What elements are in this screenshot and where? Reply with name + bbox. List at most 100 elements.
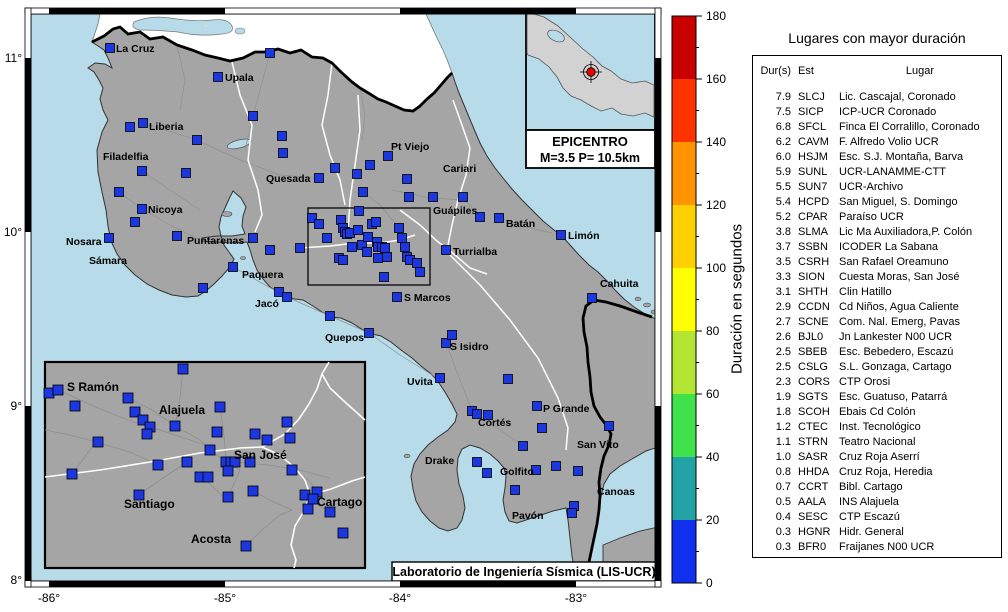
cell-station-code: HHDA	[798, 466, 830, 478]
credit-box: Laboratorio de Ingeniería Sísmica (LIS-U…	[391, 561, 657, 582]
station-marker	[222, 491, 234, 503]
header-place: Lugar	[905, 65, 935, 77]
station-marker	[302, 503, 314, 515]
station-marker	[129, 406, 141, 418]
table-row: 5.2 CPAR Paraíso UCR	[753, 210, 1001, 225]
city-label: Cariari	[443, 163, 476, 175]
cell-duration: 2.3	[775, 376, 791, 388]
station-marker	[105, 43, 115, 53]
station-marker	[122, 392, 134, 404]
cell-station-code: SCOH	[798, 406, 830, 418]
cell-place: Inst. Tecnológico	[839, 421, 921, 433]
lat-tick-label: 9°	[11, 399, 23, 413]
cell-station-code: CSRH	[798, 256, 830, 268]
colorbar-segment	[672, 205, 696, 268]
station-marker	[458, 192, 468, 202]
station-marker	[92, 436, 104, 448]
station-marker	[441, 338, 451, 348]
inset-region-rect	[307, 207, 431, 286]
station-marker	[137, 204, 147, 214]
table-row: 6.8 SFCL Finca El Corralillo, Coronado	[753, 120, 1001, 135]
epicenter-dot	[586, 67, 596, 77]
city-label: Limón	[568, 230, 600, 242]
station-marker	[365, 160, 375, 170]
epicenter-symbol	[580, 61, 602, 83]
cell-duration: 3.7	[775, 241, 791, 253]
cell-duration: 2.5	[775, 346, 791, 358]
station-marker	[137, 414, 149, 426]
colorbar: 0 20 40 60 80 100 120 140 160 180	[671, 9, 726, 590]
station-marker	[214, 401, 226, 413]
cell-duration: 5.4	[775, 196, 791, 208]
city-label: Santiago	[124, 497, 175, 511]
table-row: 2.7 SCNE Com. Nal. Emerg, Pavas	[753, 315, 1001, 330]
station-marker	[537, 423, 547, 433]
cell-duration: 3.5	[775, 256, 791, 268]
table-row: 7.9 SLCJ Lic. Cascajal, Coronado	[753, 90, 1001, 105]
station-marker	[314, 219, 324, 229]
valley-inset: S Ramón Alajuela San José Santiago Acosta Car…	[43, 360, 367, 570]
station-marker	[587, 293, 597, 303]
station-marker	[556, 230, 566, 240]
table-row: 2.5 CSLG S.L. Gonzaga, Cartago	[753, 360, 1001, 375]
station-marker	[357, 240, 367, 250]
station-marker	[247, 485, 259, 497]
station-marker	[181, 456, 193, 468]
station-marker	[518, 441, 528, 451]
cell-station-code: HCPD	[798, 196, 830, 208]
city-label: S Marcos	[404, 292, 451, 304]
station-marker	[211, 426, 223, 438]
station-marker	[400, 242, 410, 252]
cell-place: Clin Hatillo	[839, 286, 892, 298]
cell-duration: 1.9	[775, 391, 791, 403]
cell-duration: 3.8	[775, 226, 791, 238]
station-marker	[152, 459, 164, 471]
cell-duration: 0.3	[775, 526, 791, 538]
cell-place: San Miguel, S. Domingo	[839, 196, 958, 208]
city-label: Pt Viejo	[391, 141, 429, 153]
table-rows: 7.9 SLCJ Lic. Cascajal, Coronado 7.5 SICP ICP…	[753, 90, 1001, 555]
station-marker	[314, 173, 324, 183]
station-marker	[248, 111, 258, 121]
city-label: Sámara	[89, 255, 127, 267]
cell-place: CTP Orosi	[839, 376, 891, 388]
city-label: Turrialba	[453, 246, 497, 258]
city-label: Liberia	[149, 121, 184, 133]
cell-duration: 0.5	[775, 496, 791, 508]
table-row: 7.5 SICP ICP-UCR Coronado	[753, 105, 1001, 120]
epicentro-title: EPICENTRO	[552, 134, 628, 149]
cell-place: Jn Lankester N00 UCR	[839, 331, 953, 343]
colorbar-axis-label: Duración en segundos	[728, 223, 746, 375]
cell-station-code: SLCJ	[798, 91, 825, 103]
table-row: 3.5 CSRH San Rafael Oreamuno	[753, 255, 1001, 270]
colorbar-tick-label: 160	[706, 72, 726, 86]
cell-station-code: CSLG	[798, 361, 828, 373]
city-label: Acosta	[191, 532, 231, 546]
table-row: 5.4 HCPD San Miguel, S. Domingo	[753, 195, 1001, 210]
cell-duration: 0.8	[775, 466, 791, 478]
station-marker	[472, 409, 482, 419]
colorbar-segment	[672, 142, 696, 205]
station-marker	[274, 287, 284, 297]
station-marker	[483, 410, 493, 420]
cell-duration: 1.8	[775, 406, 791, 418]
epicentro-params: M=3.5 P= 10.5km	[540, 151, 640, 165]
valley-inset-frame	[43, 360, 367, 570]
city-label: Upala	[225, 72, 254, 84]
cell-station-code: SICP	[798, 106, 824, 118]
station-marker	[392, 292, 402, 302]
station-marker	[277, 131, 287, 141]
cell-station-code: SUN7	[798, 181, 828, 193]
epicentro-lake	[547, 29, 565, 43]
cell-place: Finca El Corralillo, Coronado	[839, 121, 980, 133]
cell-duration: 6.8	[775, 121, 791, 133]
station-marker	[353, 225, 363, 235]
station-marker	[363, 232, 373, 242]
station-marker	[249, 428, 261, 440]
station-marker	[325, 311, 335, 321]
cell-duration: 1.0	[775, 451, 791, 463]
station-marker	[228, 262, 238, 272]
city-label: Golfito	[500, 466, 534, 478]
isla-tortuga	[240, 256, 246, 260]
